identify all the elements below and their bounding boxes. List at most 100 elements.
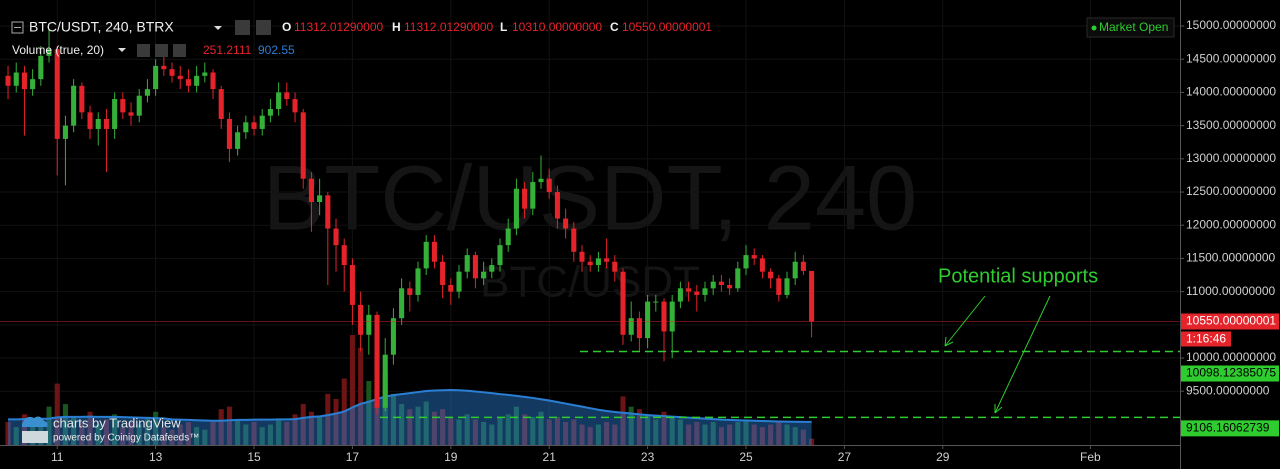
candle-body: [349, 265, 355, 305]
volume-bar: [448, 416, 454, 445]
x-tick-label: 23: [641, 450, 655, 464]
ohlc-key: L: [500, 20, 507, 34]
volume-bar: [546, 419, 552, 445]
settings-icon[interactable]: [235, 20, 250, 35]
volume-bar: [554, 416, 560, 445]
volume-title[interactable]: Volume (true, 20): [12, 43, 104, 57]
volume-bar: [727, 424, 733, 445]
y-tick-label: 15000.00000000: [1186, 18, 1276, 32]
candle-body: [636, 318, 642, 339]
candle-body: [62, 125, 68, 139]
volume-visibility-icon[interactable]: [137, 44, 150, 57]
volume-bar: [718, 427, 724, 445]
candle-body: [177, 75, 183, 80]
volume-bar: [538, 411, 544, 445]
volume-bar: [349, 335, 355, 445]
volume-close-icon[interactable]: [173, 44, 186, 57]
candle-body: [440, 261, 446, 285]
branding-subtext[interactable]: powered by Coinigy Datafeeds™: [53, 433, 199, 444]
ohlc-value: 11312.01290000: [294, 20, 384, 34]
candle-body: [464, 255, 470, 272]
volume-bar: [267, 424, 273, 445]
volume-settings-icon[interactable]: [155, 44, 168, 57]
volume-bar: [292, 414, 298, 445]
x-tick-label: 17: [346, 450, 360, 464]
market-status-box: [1086, 17, 1175, 38]
candle-body: [513, 188, 519, 229]
candle-body: [382, 354, 388, 408]
candle-body: [390, 318, 396, 355]
candle-body: [612, 261, 618, 272]
candle-body: [456, 271, 462, 292]
tradingview-logo: [22, 416, 48, 427]
candle-body: [587, 261, 593, 266]
candle-body: [185, 79, 191, 86]
volume-bar: [226, 406, 232, 445]
candle-body: [620, 271, 626, 335]
volume-bar: [243, 424, 249, 445]
candle-body: [792, 261, 798, 279]
volume-bar: [5, 421, 11, 445]
candle-body: [727, 284, 733, 289]
volume-menu-caret[interactable]: [118, 48, 126, 52]
volume-bar: [677, 419, 683, 445]
volume-bar: [604, 421, 610, 445]
volume-bar: [235, 419, 241, 445]
ohlc-key: H: [392, 20, 401, 34]
volume-bar: [595, 424, 601, 445]
volume-ma-value: 902.55: [258, 43, 295, 57]
volume-bar: [54, 383, 60, 445]
candle-body: [677, 288, 683, 302]
symbol-title[interactable]: BTC/USDT, 240, BTRX: [29, 19, 174, 35]
candle-body: [768, 271, 774, 279]
y-tick-label: 11500.00000000: [1186, 251, 1276, 265]
candle-body: [759, 258, 765, 272]
volume-bar: [308, 411, 314, 445]
candle-body: [481, 271, 487, 279]
x-tick-label: 11: [51, 450, 64, 464]
candle-body: [448, 284, 454, 292]
ohlc-key: O: [282, 20, 291, 34]
annotation-text: Potential supports: [938, 265, 1098, 287]
ohlc-value: 11312.01290000: [404, 20, 494, 34]
volume-bar: [563, 421, 569, 445]
coinigy-logo: [22, 431, 48, 443]
candle-body: [30, 79, 36, 90]
volume-bar: [669, 416, 675, 445]
candle-body: [153, 65, 159, 90]
annotation-arrowhead: [944, 336, 954, 347]
volume-bar: [620, 396, 626, 445]
volume-bar: [218, 409, 224, 445]
volume-bar: [46, 406, 52, 445]
x-tick-label: 13: [149, 450, 163, 464]
candle-body: [800, 261, 806, 271]
volume-bar: [710, 421, 716, 445]
countdown-box: [1181, 331, 1231, 347]
volume-bar: [284, 421, 290, 445]
volume-bar: [489, 424, 495, 445]
candle-body: [694, 291, 700, 295]
candle-body: [95, 118, 101, 129]
y-tick-label: 11000.00000000: [1186, 284, 1276, 298]
candle-body: [554, 192, 560, 219]
x-tick-label: 25: [739, 450, 753, 464]
candle-body: [21, 72, 27, 90]
branding-text[interactable]: charts by TradingView: [53, 415, 181, 430]
volume-bar: [333, 398, 339, 445]
symbol-menu-caret[interactable]: [214, 26, 222, 30]
volume-bar: [194, 427, 200, 445]
volume-bar: [702, 424, 708, 445]
candle-body: [87, 112, 93, 129]
close-icon[interactable]: [256, 20, 271, 35]
collapse-button[interactable]: [11, 21, 24, 34]
y-tick-label: 14000.00000000: [1186, 85, 1276, 99]
candle-body: [751, 255, 757, 259]
x-tick-label: 29: [936, 450, 950, 464]
candle-body: [505, 228, 511, 246]
candle-body: [161, 65, 167, 70]
candle-body: [431, 241, 437, 262]
volume-bar: [251, 421, 257, 445]
volume-bar: [440, 409, 446, 445]
